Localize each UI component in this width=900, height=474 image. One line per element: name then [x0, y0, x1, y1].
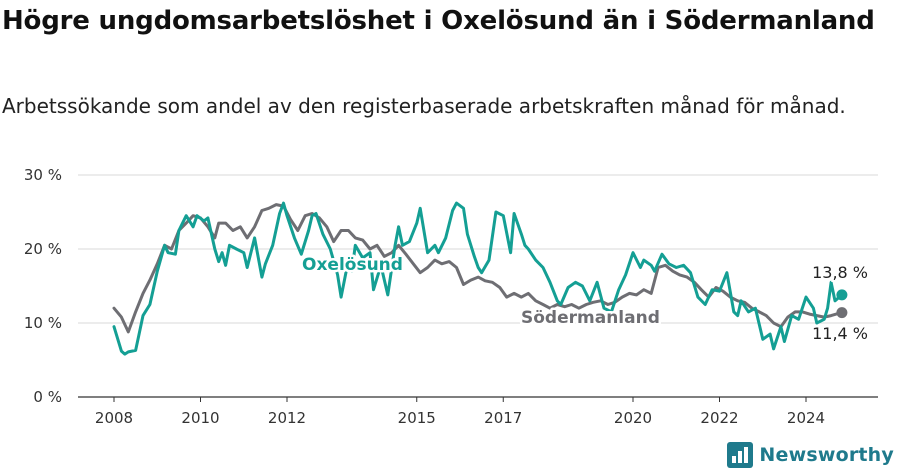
y-axis-ticks: 0 % 10 % 20 % 30 % [24, 166, 62, 406]
brand-name: Newsworthy [759, 444, 894, 466]
series-endpoint [836, 289, 848, 301]
x-tick-label: 2024 [787, 409, 825, 427]
series-line-oxelosund [112, 201, 844, 356]
gridlines [78, 174, 878, 324]
x-tick-label: 2020 [614, 409, 652, 427]
series-label-oxelosund: Oxelösund [302, 255, 403, 275]
x-tick-label: 2010 [181, 409, 219, 427]
x-tick-label: 2008 [95, 409, 133, 427]
end-value-sodermanland: 11,4 % [812, 324, 868, 343]
x-tick-label: 2022 [700, 409, 738, 427]
series-lines [112, 201, 848, 356]
series-label-sodermanland: Södermanland [521, 308, 660, 328]
y-tick-label: 30 % [24, 166, 62, 184]
y-tick-label: 0 % [33, 388, 62, 406]
x-axis: 2008 2010 2012 2015 2017 2020 2022 2024 [78, 396, 878, 427]
series-line-sodermanland [112, 203, 844, 334]
newsworthy-logo-icon [727, 442, 754, 468]
chart-title: Högre ungdomsarbetslöshet i Oxelösund än… [2, 6, 875, 36]
y-tick-label: 10 % [24, 314, 62, 332]
y-tick-label: 20 % [24, 240, 62, 258]
x-tick-label: 2017 [484, 409, 522, 427]
series-labels: Oxelösund Södermanland 13,8 % 11,4 % [300, 253, 871, 346]
series-endpoint [836, 307, 848, 319]
x-tick-label: 2012 [268, 409, 306, 427]
x-tick-label: 2015 [398, 409, 436, 427]
brand-footer: Newsworthy [727, 442, 894, 468]
end-value-oxelosund: 13,8 % [812, 263, 868, 282]
chart-subtitle: Arbetssökande som andel av den registerb… [2, 94, 846, 118]
